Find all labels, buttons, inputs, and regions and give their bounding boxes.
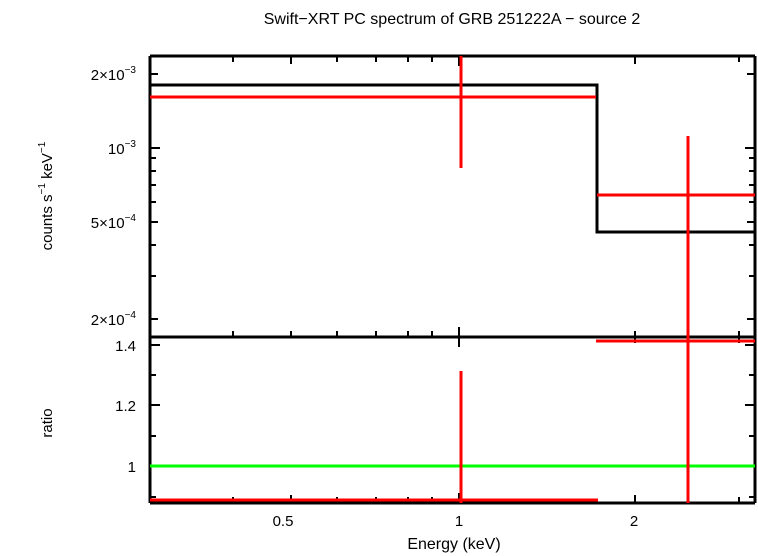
top-ytick-labels: 2×10−3 10−3 5×10−4 2×10−4 [91, 65, 137, 329]
svg-text:0.5: 0.5 [273, 513, 294, 530]
bottom-yticks [150, 344, 755, 498]
svg-text:10−3: 10−3 [108, 139, 137, 158]
model-step [150, 83, 755, 234]
svg-text:5×10−4: 5×10−4 [91, 213, 137, 232]
top-yticks [150, 73, 755, 320]
ratio-data-points [150, 337, 755, 503]
spectrum-data-points [150, 56, 755, 337]
xticks [232, 56, 740, 503]
svg-text:2×10−3: 2×10−3 [91, 65, 137, 84]
xtick-labels: 0.5 1 2 [273, 513, 639, 530]
svg-text:1: 1 [128, 459, 136, 476]
xlabel: Energy (keV) [407, 536, 500, 553]
svg-text:2×10−4: 2×10−4 [91, 310, 137, 329]
top-panel [148, 54, 757, 505]
svg-text:1.2: 1.2 [115, 398, 136, 415]
chart-title: Swift−XRT PC spectrum of GRB 251222A − s… [264, 11, 641, 28]
svg-text:2: 2 [630, 513, 638, 530]
bottom-ytick-labels: 1.4 1.2 1 [115, 338, 136, 476]
bottom-ylabel: ratio [39, 408, 56, 437]
svg-text:1.4: 1.4 [115, 338, 136, 355]
svg-text:1: 1 [455, 513, 463, 530]
top-ylabel: counts s−1 keV−1 [37, 141, 56, 250]
